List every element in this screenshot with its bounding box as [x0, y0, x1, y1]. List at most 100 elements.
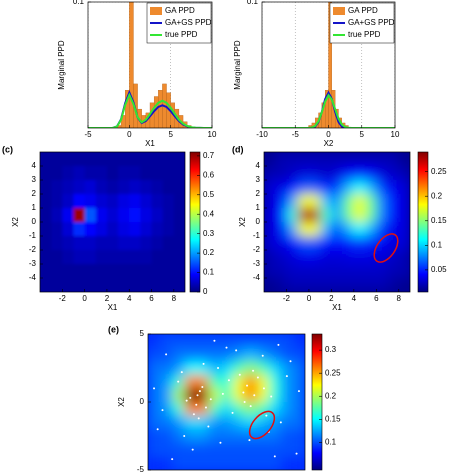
- heatmap-cell: [184, 429, 197, 444]
- heatmap-cell: [118, 250, 130, 265]
- heatmap-cell: [129, 264, 141, 279]
- colorbar-tick-label: 0.4: [203, 209, 215, 218]
- heatmap-cell: [387, 208, 400, 223]
- y-axis-label: X2: [11, 217, 20, 227]
- heatmap-cell: [342, 278, 355, 292]
- heatmap-cell: [51, 250, 63, 265]
- heatmap-cell: [172, 334, 185, 349]
- heatmap-cell: [398, 180, 410, 195]
- heatmap-cell: [148, 415, 161, 430]
- x-tick-label: 0: [307, 294, 312, 303]
- heatmap-cell: [196, 415, 209, 430]
- heatmap-cell: [208, 347, 221, 362]
- heatmap-cell: [84, 250, 97, 265]
- colorbar-tick-label: 0.3: [203, 229, 215, 238]
- heatmap-cell: [129, 152, 141, 167]
- y-tick-label: -1: [29, 231, 37, 240]
- heatmap-cell: [244, 415, 258, 430]
- heatmap-cell: [106, 236, 119, 251]
- heatmap-cell: [220, 429, 234, 444]
- legend-label: GA PPD: [165, 6, 195, 15]
- heatmap-cell: [151, 222, 164, 237]
- x-tick-label: 8: [172, 294, 177, 303]
- x-axis-label: X1: [108, 303, 118, 312]
- heatmap-cell: [148, 442, 161, 457]
- y-tick-label: 3: [32, 175, 37, 184]
- heatmap-cell: [148, 388, 161, 403]
- heatmap-cell: [73, 250, 86, 265]
- heatmap-cell: [208, 442, 221, 457]
- heatmap-cell: [331, 194, 344, 209]
- heatmap-cell: [140, 264, 153, 279]
- heatmap-cell: [95, 222, 108, 237]
- y-axis-label: Marginal PPD: [57, 40, 66, 90]
- heatmap-cell: [256, 456, 270, 470]
- heatmap-cell: [173, 208, 185, 223]
- heatmap-cell: [40, 152, 52, 167]
- x-tick-label: -2: [59, 294, 67, 303]
- x-tick-label: 0: [326, 130, 331, 139]
- sample-point: [277, 343, 280, 346]
- heatmap-cell: [331, 250, 344, 265]
- heatmap-cell: [40, 222, 52, 237]
- heatmap-cell: [353, 208, 366, 223]
- heatmap-cell: [40, 166, 52, 181]
- heatmap-cell: [84, 278, 97, 292]
- heatmap-cell: [220, 361, 234, 376]
- panel-label: (c): [2, 144, 13, 154]
- heatmap-cell: [320, 208, 332, 223]
- heatmap-cell: [308, 222, 321, 237]
- heatmap-cell: [280, 429, 294, 444]
- sample-point: [270, 395, 273, 398]
- heatmap-cell: [129, 194, 141, 209]
- heatmap-cell: [148, 402, 161, 417]
- heatmap-cell: [308, 194, 321, 209]
- heatmap-cell: [376, 250, 389, 265]
- heatmap-cell: [208, 415, 221, 430]
- heatmap-cell: [244, 347, 258, 362]
- heatmap-cell: [376, 180, 389, 195]
- heatmap-cell: [256, 374, 270, 389]
- heatmap-cell: [129, 278, 141, 292]
- colorbar-tick-label: 0.25: [431, 167, 447, 176]
- sample-point: [248, 439, 251, 442]
- x-tick-label: -5: [292, 130, 300, 139]
- heatmap-cell: [398, 236, 410, 251]
- heatmap-cell: [40, 264, 52, 279]
- heatmap-cell: [51, 166, 63, 181]
- heatmap-cell: [160, 442, 173, 457]
- heatmap-cell: [331, 222, 344, 237]
- sample-point: [196, 394, 199, 397]
- heatmap-cell: [220, 347, 234, 362]
- heatmap-cell: [308, 250, 321, 265]
- heatmap-cell: [208, 361, 221, 376]
- heatmap-cell: [118, 180, 130, 195]
- heatmap-cell: [220, 334, 234, 349]
- sample-point: [243, 401, 246, 403]
- heatmap-cell: [292, 429, 305, 444]
- sample-point: [225, 346, 228, 349]
- heatmap-cell: [268, 442, 282, 457]
- sample-point: [295, 452, 298, 455]
- y-tick-label: 1: [256, 203, 261, 212]
- heatmap-cell: [275, 208, 287, 223]
- colorbar-tick-label: 0: [203, 287, 208, 296]
- histogram-bar: [158, 90, 163, 128]
- heatmap-cell: [140, 222, 153, 237]
- heatmap-cell: [232, 374, 246, 389]
- heatmap-cell: [268, 402, 282, 417]
- x-tick-label: 6: [374, 294, 379, 303]
- heatmap-cell: [398, 194, 410, 209]
- heatmap-cell: [232, 361, 246, 376]
- sample-point: [256, 376, 259, 379]
- heatmap-cell: [118, 194, 130, 209]
- heatmap-cell: [264, 180, 276, 195]
- heatmap-cell: [172, 402, 185, 417]
- heatmap-cell: [264, 152, 276, 167]
- heatmap-cell: [342, 194, 355, 209]
- heatmap-cell: [129, 222, 141, 237]
- heatmap-cell: [365, 278, 377, 292]
- heatmap-cell: [268, 429, 282, 444]
- heatmap-cell: [342, 152, 355, 167]
- heatmap-cell: [106, 222, 119, 237]
